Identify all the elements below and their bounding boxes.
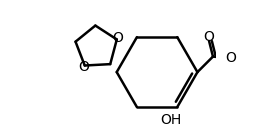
Text: O: O bbox=[225, 51, 236, 65]
Text: O: O bbox=[203, 30, 214, 44]
Text: OH: OH bbox=[160, 113, 182, 127]
Text: O: O bbox=[78, 60, 89, 74]
Text: O: O bbox=[113, 31, 123, 45]
